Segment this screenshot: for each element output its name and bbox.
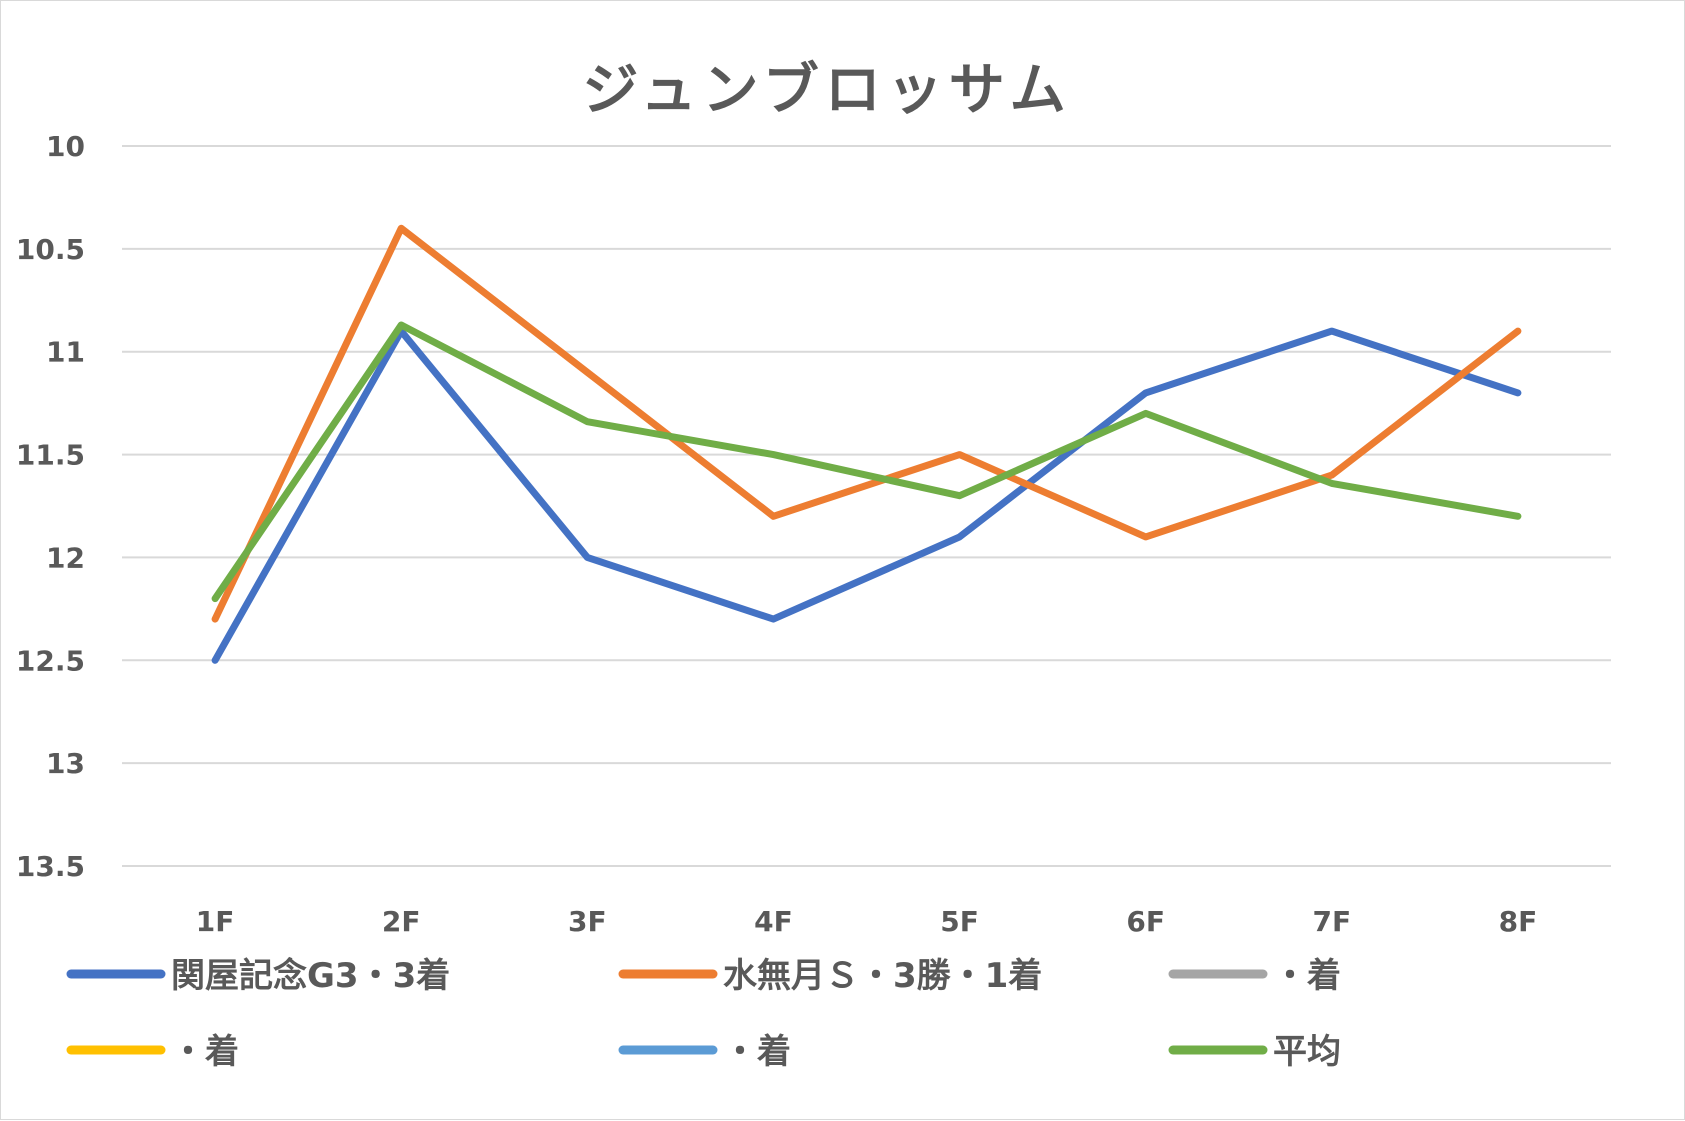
y-tick-label: 13.5	[16, 850, 85, 883]
y-tick-label: 10.5	[16, 233, 85, 266]
x-tick-label: 6F	[1126, 905, 1165, 938]
series-line	[211, 321, 1522, 603]
x-tick-label: 8F	[1499, 905, 1538, 938]
series-line	[211, 327, 1522, 664]
x-tick-label: 3F	[568, 905, 607, 938]
legend-label: ・着	[723, 1032, 791, 1072]
x-axis-tick-labels: 1F 2F 3F 4F 5F 6F 7F 8F	[196, 905, 1537, 938]
gridlines	[122, 145, 1611, 867]
legend-label: 水無月Ｓ・3勝・1着	[723, 956, 1042, 996]
series-line	[211, 224, 1522, 623]
chart-title: ジュンブロッサム	[582, 58, 1071, 123]
x-tick-label: 5F	[940, 905, 979, 938]
x-tick-label: 4F	[754, 905, 793, 938]
y-tick-label: 11.5	[16, 439, 85, 472]
legend-label: ・着	[1273, 956, 1341, 996]
legend-label: 平均	[1273, 1032, 1341, 1072]
y-tick-label: 13	[46, 747, 85, 780]
series-lines	[211, 224, 1522, 664]
y-tick-label: 12	[46, 541, 85, 574]
y-tick-label: 11	[46, 336, 85, 369]
legend-label: 関屋記念G3・3着	[171, 956, 450, 996]
y-axis-tick-labels: 10 10.5 11 11.5 12 12.5 13 13.5	[16, 130, 85, 883]
legend-label: ・着	[171, 1032, 239, 1072]
x-tick-label: 1F	[196, 905, 235, 938]
y-tick-label: 10	[46, 130, 85, 163]
y-tick-label: 12.5	[16, 644, 85, 677]
legend: 関屋記念G3・3着 水無月Ｓ・3勝・1着 ・着・着 ・着 平均	[66, 956, 1341, 1072]
x-tick-label: 2F	[382, 905, 421, 938]
x-tick-label: 7F	[1313, 905, 1352, 938]
